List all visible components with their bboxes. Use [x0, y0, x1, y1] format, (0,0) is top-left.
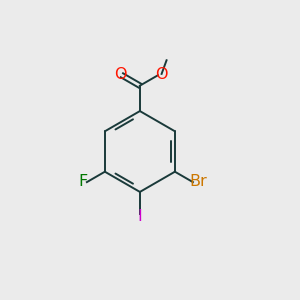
- Text: F: F: [78, 174, 87, 189]
- Text: O: O: [114, 67, 126, 82]
- Text: I: I: [137, 209, 142, 224]
- Text: Br: Br: [190, 174, 207, 189]
- Text: O: O: [154, 67, 167, 82]
